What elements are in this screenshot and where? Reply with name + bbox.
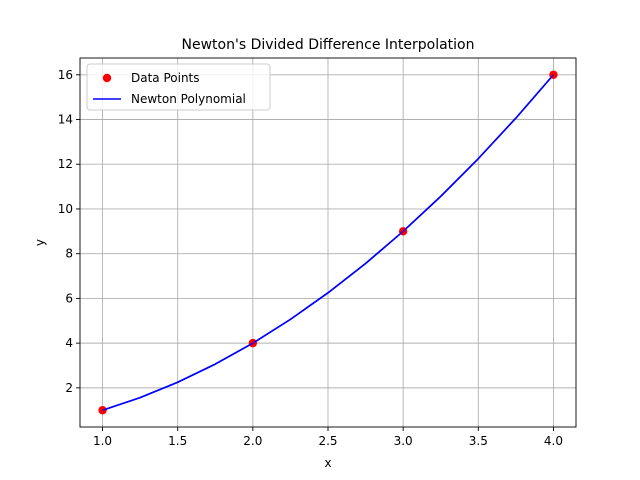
x-tick-label: 2.0 [243,434,262,448]
legend-box [86,63,271,111]
x-axis-label: x [324,456,331,470]
y-tick-label: 12 [58,157,73,171]
y-tick-label: 14 [58,113,73,127]
legend-label: Newton Polynomial [131,92,246,106]
plot-series [98,70,558,415]
x-tick-label: 4.0 [544,434,563,448]
chart-title: Newton's Divided Difference Interpolatio… [182,37,475,53]
x-tick-label: 3.5 [469,434,488,448]
y-tick-label: 10 [58,202,73,216]
x-tick-label: 1.5 [168,434,187,448]
x-tick-label: 1.0 [93,434,112,448]
legend-label: Data Points [131,71,200,85]
y-tick-label: 2 [65,381,73,395]
axis-ticks: 1.0 1.5 2.0 2.5 3.0 3.5 4.0 2 4 6 8 10 12 14 16 [58,68,563,448]
newton-polynomial-line-overlay [102,74,555,411]
x-tick-label: 2.5 [318,434,337,448]
y-tick-label: 16 [58,68,73,82]
x-tick-label: 3.0 [394,434,413,448]
y-tick-label: 8 [65,247,73,261]
legend: Data Points Newton Polynomial [86,63,271,111]
y-axis-label: y [33,239,47,246]
y-tick-label: 4 [65,336,73,350]
y-tick-label: 6 [65,291,73,305]
legend-scatter-marker [102,73,112,83]
